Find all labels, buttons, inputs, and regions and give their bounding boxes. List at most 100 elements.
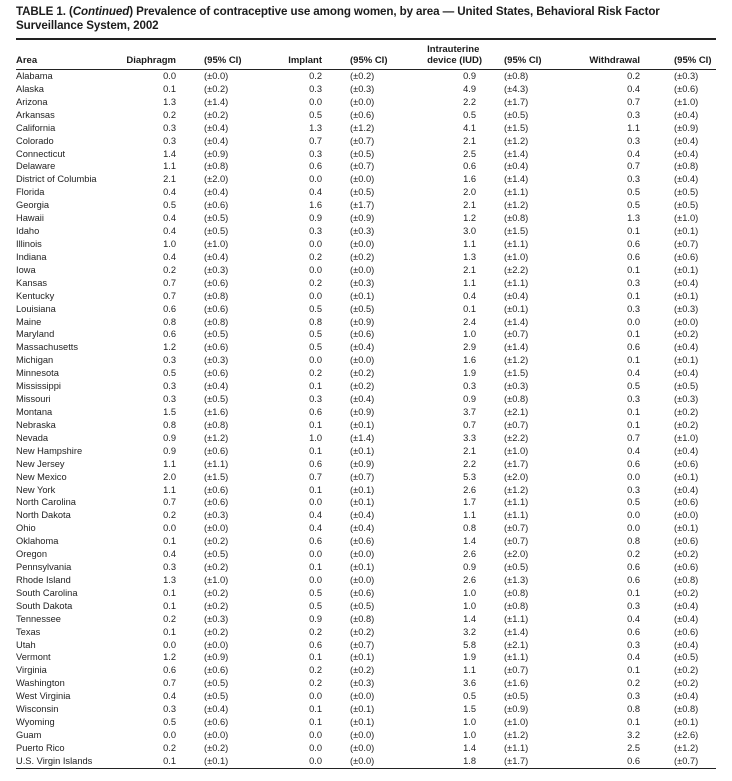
prevalence-table: Area Diaphragm (95% CI) Implant (95% CI)…	[16, 38, 716, 769]
withdrawal-value: 2.5	[627, 742, 640, 753]
implant-value: 0.5	[309, 329, 322, 340]
implant-value: 0.0	[309, 355, 322, 366]
withdrawal-value: 0.2	[627, 678, 640, 689]
diaphragm-ci: (±0.9)	[204, 148, 229, 159]
area-cell: Texas	[16, 626, 41, 637]
diaphragm-ci: (±0.5)	[204, 394, 229, 405]
implant-value: 0.3	[309, 226, 322, 237]
implant-ci: (±0.5)	[350, 600, 375, 611]
iud-ci: (±1.5)	[504, 368, 529, 379]
implant-ci: (±0.2)	[350, 71, 375, 81]
area-cell: Kansas	[16, 277, 48, 288]
iud-header-stack: Intrauterine device (IUD)	[427, 44, 482, 66]
area-cell: Maryland	[16, 329, 55, 340]
implant-ci: (±0.5)	[350, 148, 375, 159]
area-cell: Arkansas	[16, 109, 55, 120]
withdrawal-ci: (±0.3)	[674, 303, 699, 314]
withdrawal-ci: (±1.0)	[674, 96, 699, 107]
diaphragm-ci: (±0.6)	[204, 368, 229, 379]
diaphragm-ci: (±0.2)	[204, 83, 229, 94]
withdrawal-ci: (±0.5)	[674, 200, 699, 211]
area-cell: South Dakota	[16, 600, 73, 611]
withdrawal-ci: (±0.4)	[674, 135, 699, 146]
implant-ci: (±0.3)	[350, 226, 375, 237]
iud-value: 1.9	[463, 368, 476, 379]
implant-value: 0.1	[309, 717, 322, 728]
withdrawal-ci: (±0.6)	[674, 251, 699, 262]
diaphragm-value: 0.4	[163, 549, 176, 560]
iud-ci: (±0.8)	[504, 600, 529, 611]
area-cell: New Jersey	[16, 458, 65, 469]
withdrawal-ci: (±0.1)	[674, 226, 699, 237]
diaphragm-value: 0.9	[163, 432, 176, 443]
withdrawal-ci: (±0.4)	[674, 445, 699, 456]
area-cell: New Hampshire	[16, 445, 83, 456]
diaphragm-value: 0.3	[163, 394, 176, 405]
diaphragm-ci: (±0.9)	[204, 652, 229, 663]
diaphragm-value: 0.6	[163, 329, 176, 340]
iud-value: 1.0	[463, 730, 476, 741]
implant-value: 0.0	[309, 290, 322, 301]
iud-ci: (±0.8)	[504, 587, 529, 598]
diaphragm-ci: (±1.4)	[204, 96, 229, 107]
iud-value: 2.5	[463, 148, 476, 159]
table-row: Colorado 0.3 (±0.4) 0.7 (±0.7) 2.1 (±1.2) 0.3 (±…	[16, 135, 716, 148]
area-cell: New York	[16, 484, 56, 495]
table-row: New Hampshire 0.9 (±0.6) 0.1 (±0.1) 2.1 (±1.0)…	[16, 445, 716, 458]
implant-value: 0.0	[309, 691, 322, 702]
area-cell: Illinois	[16, 238, 42, 249]
diaphragm-value: 1.3	[163, 574, 176, 585]
withdrawal-value: 0.4	[627, 368, 640, 379]
table-row: Ohio 0.0 (±0.0) 0.4 (±0.4) 0.8 (±0.7) 0.0 (±0.1)	[16, 522, 716, 535]
implant-ci: (±1.4)	[350, 432, 375, 443]
diaphragm-ci: (±0.2)	[204, 562, 229, 573]
area-cell: Nebraska	[16, 419, 56, 430]
withdrawal-ci: (±0.4)	[674, 613, 699, 624]
withdrawal-ci: (±0.1)	[674, 717, 699, 728]
withdrawal-ci: (±1.0)	[674, 432, 699, 443]
iud-ci: (±0.7)	[504, 665, 529, 676]
implant-ci: (±0.2)	[350, 381, 375, 392]
diaphragm-ci: (±0.6)	[204, 200, 229, 211]
table-row: Arizona 1.3 (±1.4) 0.0 (±0.0) 2.2 (±1.7) 0.7 (±1…	[16, 96, 716, 109]
withdrawal-ci: (±0.2)	[674, 678, 699, 689]
diaphragm-ci: (±0.5)	[204, 329, 229, 340]
diaphragm-ci: (±0.5)	[204, 213, 229, 224]
table-row: South Carolina 0.1 (±0.2) 0.5 (±0.6) 1.0 (±0.8…	[16, 587, 716, 600]
withdrawal-ci: (±0.7)	[674, 755, 699, 766]
col-header-ci-iud: (95% CI)	[488, 39, 564, 70]
withdrawal-value: 0.4	[627, 613, 640, 624]
implant-value: 1.3	[309, 122, 322, 133]
implant-value: 0.0	[309, 742, 322, 753]
iud-ci: (±1.0)	[504, 251, 529, 262]
implant-ci: (±0.0)	[350, 355, 375, 366]
withdrawal-value: 0.6	[627, 238, 640, 249]
implant-ci: (±0.9)	[350, 406, 375, 417]
diaphragm-ci: (±0.8)	[204, 316, 229, 327]
withdrawal-ci: (±0.6)	[674, 536, 699, 547]
iud-ci: (±1.7)	[504, 96, 529, 107]
table-row: Florida 0.4 (±0.4) 0.4 (±0.5) 2.0 (±1.1) 0.5 (±0…	[16, 186, 716, 199]
area-cell: Florida	[16, 187, 45, 198]
diaphragm-ci: (±0.8)	[204, 419, 229, 430]
diaphragm-ci: (±0.4)	[204, 251, 229, 262]
implant-value: 0.1	[309, 445, 322, 456]
table-row: Texas 0.1 (±0.2) 0.2 (±0.2) 3.2 (±1.4) 0.6 (±0.6…	[16, 626, 716, 639]
diaphragm-ci: (±0.5)	[204, 691, 229, 702]
withdrawal-value: 0.3	[627, 135, 640, 146]
area-cell: New Mexico	[16, 471, 67, 482]
area-cell: Alaska	[16, 83, 44, 94]
withdrawal-value: 0.4	[627, 83, 640, 94]
diaphragm-value: 0.0	[163, 730, 176, 741]
table-row: Hawaii 0.4 (±0.5) 0.9 (±0.9) 1.2 (±0.8) 1.3 (±1.…	[16, 212, 716, 225]
table-row: Indiana 0.4 (±0.4) 0.2 (±0.2) 1.3 (±1.0) 0.6 (±0…	[16, 251, 716, 264]
implant-value: 0.1	[309, 704, 322, 715]
implant-ci: (±0.1)	[350, 484, 375, 495]
withdrawal-value: 0.7	[627, 161, 640, 172]
withdrawal-value: 0.3	[627, 277, 640, 288]
withdrawal-ci: (±0.2)	[674, 419, 699, 430]
diaphragm-value: 1.4	[163, 148, 176, 159]
table-row: North Carolina 0.7 (±0.6) 0.0 (±0.1) 1.7 (±1.1…	[16, 496, 716, 509]
table-row: District of Columbia 2.1 (±2.0) 0.0 (±0.0) 1.…	[16, 173, 716, 186]
implant-ci: (±0.1)	[350, 717, 375, 728]
